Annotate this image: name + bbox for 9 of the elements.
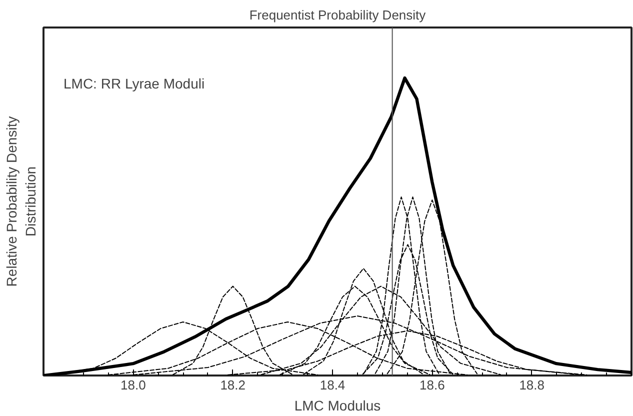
chart-title: Frequentist Probability Density (249, 8, 426, 22)
x-tick-label: 18.4 (320, 378, 346, 392)
x-tick-label: 18.2 (220, 378, 246, 392)
y-axis-title: Relative Probability Density Distribution (3, 116, 38, 287)
x-axis-title: LMC Modulus (294, 398, 381, 414)
x-tick-label: 18.6 (420, 378, 445, 392)
x-tick-label: 18.0 (120, 378, 146, 392)
x-tick-label: 18.8 (519, 378, 544, 392)
annotation: LMC: RR Lyrae Moduli (64, 76, 205, 92)
